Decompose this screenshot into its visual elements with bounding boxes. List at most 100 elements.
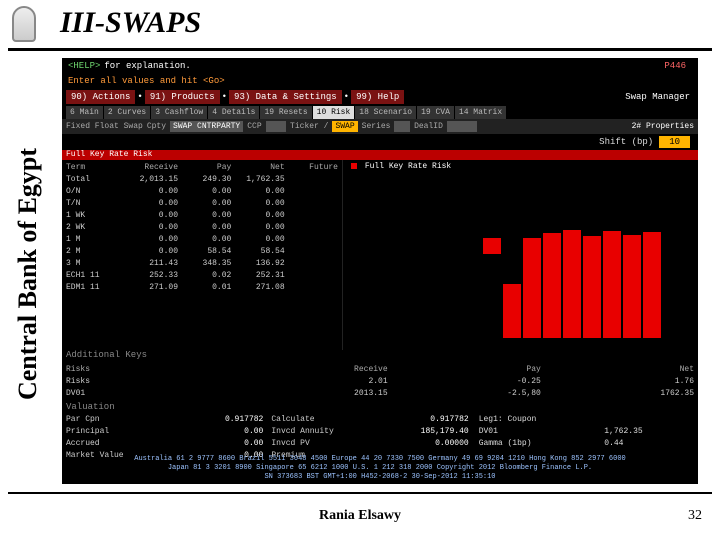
table-cell: 0.00	[125, 210, 178, 222]
additional-keys-label: Additional Keys	[62, 350, 698, 362]
tab-4-details[interactable]: 4 Details	[208, 106, 259, 119]
valuation-label: Valuation	[62, 402, 698, 414]
valuation-row: Accrued0.00Invcd PV0.00000Gamma (1bp)0.4…	[62, 438, 698, 450]
valuation-row: Par Cpn0.917782Calculate0.917782Leg1: Co…	[62, 414, 698, 426]
risks-cell: Risks	[66, 376, 234, 388]
table-cell: 0.01	[178, 282, 231, 294]
table-row: Total2,013.15249.301,762.35	[66, 174, 338, 186]
table-cell: T/N	[66, 198, 125, 210]
hint-text: for explanation.	[104, 61, 190, 71]
table-cell: 1 WK	[66, 210, 125, 222]
valuation-row: Principal0.00Invcd Annuity185,179.40DV01…	[62, 426, 698, 438]
table-cell	[285, 222, 338, 234]
sidebar-org-text: Central Bank of Egypt	[13, 148, 43, 400]
ticker-label: Ticker /	[290, 122, 328, 131]
tab-2-curves[interactable]: 2 Curves	[104, 106, 150, 119]
table-row: T/N0.000.000.00	[66, 198, 338, 210]
author-name: Rania Elsawy	[0, 508, 720, 524]
help-tag[interactable]: <HELP>	[68, 61, 100, 71]
table-cell: 2 M	[66, 246, 125, 258]
table-cell	[285, 198, 338, 210]
table-row: 2 M0.0058.5458.54	[66, 246, 338, 258]
chart-legend-dot-icon	[351, 163, 357, 169]
leg-metric-label: Gamma (1bp)	[469, 438, 605, 450]
table-row: 3 M211.43348.35136.92	[66, 258, 338, 270]
risks-cell: -2.5,80	[388, 388, 541, 400]
chart-bar	[563, 230, 581, 338]
tab-18-scenario[interactable]: 18 Scenario	[355, 106, 416, 119]
table-header: Future	[285, 162, 338, 174]
table-cell: 0.02	[178, 270, 231, 282]
table-cell: 0.00	[231, 210, 284, 222]
leg-metric-label: Leg1: Coupon	[469, 414, 605, 426]
menu-help[interactable]: 99) Help	[351, 90, 404, 104]
leg-metric-value	[604, 414, 694, 426]
risks-cell: 2.01	[234, 376, 387, 388]
tab-19-cva[interactable]: 19 CVA	[417, 106, 454, 119]
tab-3-cashflow[interactable]: 3 Cashflow	[151, 106, 207, 119]
table-cell	[285, 174, 338, 186]
slide-title: III-SWAPS	[60, 6, 201, 40]
table-row: 1 WK0.000.000.00	[66, 210, 338, 222]
chart-bar	[603, 231, 621, 338]
tab-6-main[interactable]: 6 Main	[66, 106, 103, 119]
tab-10-risk[interactable]: 10 Risk	[313, 106, 355, 119]
chart-bar	[543, 233, 561, 338]
series-label: Series	[362, 122, 391, 131]
val-extra: 185,179.40	[379, 426, 469, 438]
divider-top	[8, 48, 712, 51]
risk-chart: Full Key Rate Risk	[342, 160, 698, 350]
menu-dot-icon: •	[222, 92, 227, 102]
leg-metric-label: DV01	[469, 426, 605, 438]
chart-bar	[623, 235, 641, 338]
series-field[interactable]	[394, 121, 410, 132]
logo-shield	[12, 6, 36, 42]
chart-bar	[583, 236, 601, 338]
tab-19-resets[interactable]: 19 Resets	[260, 106, 311, 119]
table-cell: ECH1 11	[66, 270, 125, 282]
val-mid: Invcd PV	[263, 438, 379, 450]
risks-header: Receive	[234, 364, 387, 376]
main-area: TermReceivePayNetFutureTotal2,013.15249.…	[62, 160, 698, 350]
section-header: Full Key Rate Risk	[62, 150, 698, 160]
table-cell: 0.00	[231, 234, 284, 246]
hint-bar: <HELP> for explanation. P446	[62, 58, 698, 74]
risks-row: DV012013.15-2.5,801762.35	[66, 388, 694, 400]
risks-header: Net	[541, 364, 694, 376]
menu-actions[interactable]: 90) Actions	[66, 90, 135, 104]
properties-link[interactable]: 2# Properties	[632, 122, 694, 131]
risks-cell: 2013.15	[234, 388, 387, 400]
leg-metric-value: 1,762.35	[604, 426, 694, 438]
val-value: 0.917782	[174, 414, 264, 426]
val-label: Principal	[66, 426, 174, 438]
table-cell: 252.31	[231, 270, 284, 282]
table-cell: EDM1 11	[66, 282, 125, 294]
table-cell: 211.43	[125, 258, 178, 270]
chart-title: Full Key Rate Risk	[351, 162, 451, 171]
ccp-field[interactable]	[266, 121, 286, 132]
footer-line-1: Australia 61 2 9777 8600 Brazil 5511 304…	[66, 455, 694, 464]
table-cell: 136.92	[231, 258, 284, 270]
swap-config-row: Fixed Float Swap Cpty SWAP CNTRPARTY CCP…	[62, 119, 698, 134]
terminal-footer: Australia 61 2 9777 8600 Brazil 5511 304…	[62, 453, 698, 484]
risks-header: Risks	[66, 364, 234, 376]
dealid-field[interactable]	[447, 121, 477, 132]
shift-row: Shift (bp) 10	[62, 134, 698, 150]
table-cell: 58.54	[231, 246, 284, 258]
table-cell: 2 WK	[66, 222, 125, 234]
table-cell: 0.00	[231, 222, 284, 234]
table-cell	[285, 210, 338, 222]
menu-products[interactable]: 91) Products	[145, 90, 220, 104]
ticker-field[interactable]: SWAP	[332, 121, 357, 132]
table-cell: 58.54	[178, 246, 231, 258]
page-code: P446	[664, 61, 692, 71]
table-row: 2 WK0.000.000.00	[66, 222, 338, 234]
table-cell: 0.00	[125, 186, 178, 198]
table-cell: 0.00	[125, 234, 178, 246]
tab-14-matrix[interactable]: 14 Matrix	[455, 106, 506, 119]
menu-data[interactable]: 93) Data & Settings	[229, 90, 342, 104]
risks-cell: 1762.35	[541, 388, 694, 400]
shift-input[interactable]: 10	[659, 136, 690, 148]
cpty-field[interactable]: SWAP CNTRPARTY	[170, 121, 243, 132]
table-cell: 1,762.35	[231, 174, 284, 186]
